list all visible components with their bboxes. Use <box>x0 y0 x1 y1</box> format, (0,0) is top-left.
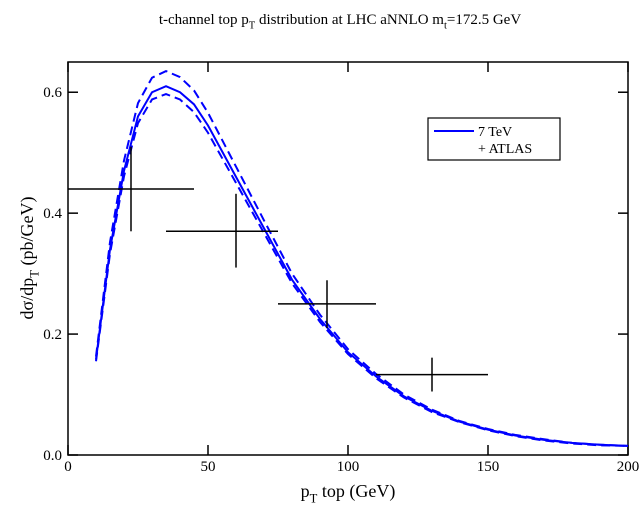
legend-label: + ATLAS <box>478 142 532 157</box>
x-axis-label-part: T <box>310 491 318 505</box>
x-tick-label: 0 <box>64 459 72 475</box>
chart-title-part: =172.5 GeV <box>447 12 521 28</box>
chart-title-part: distribution at LHC aNNLO m <box>255 12 444 28</box>
x-tick-label: 150 <box>477 459 500 475</box>
chart-title: t-channel top pT distribution at LHC aNN… <box>159 12 522 32</box>
series-line <box>95 69 629 447</box>
y-axis-label-part: (pb/GeV) <box>17 197 38 270</box>
y-tick-label: 0.4 <box>43 206 62 222</box>
chart-title-part: t-channel top p <box>159 12 249 28</box>
y-tick-label: 0.2 <box>43 327 62 343</box>
x-tick-label: 50 <box>201 459 216 475</box>
series-line <box>95 92 629 447</box>
x-tick-label: 100 <box>337 459 360 475</box>
y-tick-label: 0.0 <box>43 448 62 464</box>
chart-title-part: t <box>444 21 447 32</box>
x-axis-label-part: p <box>301 481 310 501</box>
chart-title-part: T <box>249 21 256 32</box>
y-tick-label: 0.6 <box>43 85 62 101</box>
y-axis-label-part: T <box>27 270 41 278</box>
x-axis-label: pT top (GeV) <box>301 481 396 505</box>
x-axis-label-part: top (GeV) <box>317 481 395 502</box>
legend-box <box>427 117 561 161</box>
y-axis-label: dσ/dpT (pb/GeV) <box>17 197 41 320</box>
x-tick-label: 200 <box>617 459 640 475</box>
y-axis-label-part: dσ/dp <box>17 278 37 320</box>
legend-label: 7 TeV <box>478 125 512 140</box>
